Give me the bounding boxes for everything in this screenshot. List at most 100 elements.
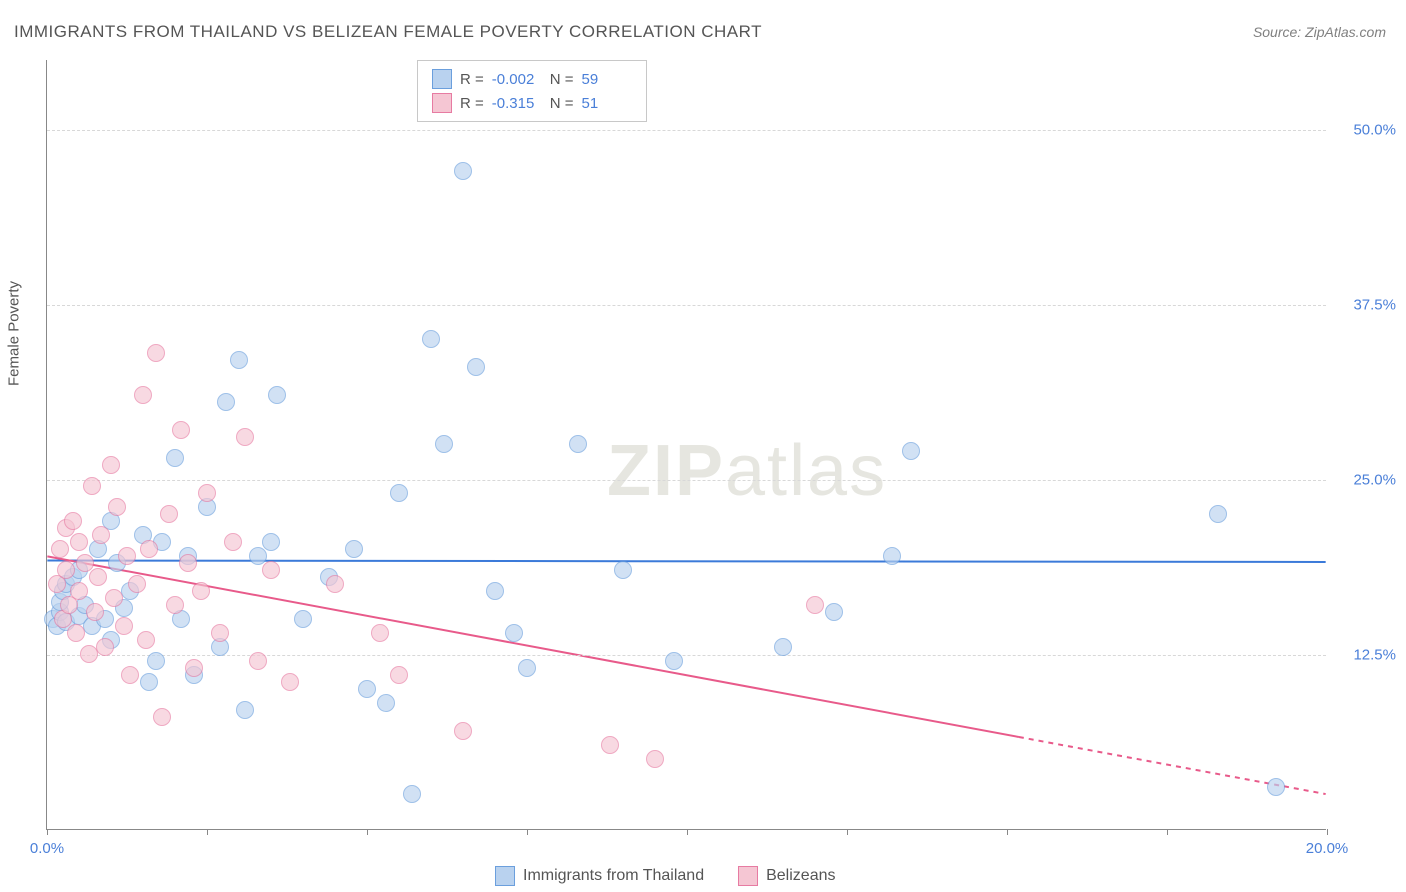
y-tick-label: 37.5%: [1336, 297, 1396, 314]
scatter-marker-belizean: [57, 561, 75, 579]
legend-r-value: -0.315: [492, 95, 542, 112]
y-tick-label: 50.0%: [1336, 122, 1396, 139]
scatter-marker-thailand: [467, 358, 485, 376]
legend-n-label: N =: [550, 95, 574, 112]
scatter-marker-belizean: [211, 624, 229, 642]
scatter-marker-thailand: [518, 659, 536, 677]
scatter-marker-belizean: [326, 575, 344, 593]
scatter-marker-thailand: [390, 484, 408, 502]
scatter-marker-belizean: [262, 561, 280, 579]
plot-area: ZIPatlas R =-0.002N =59R =-0.315N =51 12…: [46, 60, 1326, 830]
scatter-marker-belizean: [371, 624, 389, 642]
scatter-marker-thailand: [345, 540, 363, 558]
scatter-marker-thailand: [358, 680, 376, 698]
x-tick: [367, 829, 368, 835]
legend-item-thailand: Immigrants from Thailand: [495, 866, 704, 886]
x-tick: [687, 829, 688, 835]
scatter-marker-thailand: [422, 330, 440, 348]
scatter-marker-belizean: [806, 596, 824, 614]
scatter-marker-belizean: [134, 386, 152, 404]
scatter-marker-belizean: [249, 652, 267, 670]
y-tick-label: 25.0%: [1336, 472, 1396, 489]
series-legend: Immigrants from Thailand Belizeans: [495, 866, 859, 886]
scatter-marker-belizean: [70, 582, 88, 600]
scatter-marker-belizean: [118, 547, 136, 565]
scatter-marker-belizean: [390, 666, 408, 684]
gridline: [47, 655, 1326, 656]
scatter-marker-thailand: [486, 582, 504, 600]
scatter-marker-belizean: [281, 673, 299, 691]
legend-label: Immigrants from Thailand: [523, 867, 704, 885]
legend-n-value: 51: [582, 95, 632, 112]
x-tick-label: 20.0%: [1306, 840, 1349, 857]
legend-n-label: N =: [550, 71, 574, 88]
watermark-bold: ZIP: [607, 431, 725, 511]
scatter-marker-thailand: [294, 610, 312, 628]
y-axis-label: Female Poverty: [6, 281, 23, 386]
x-tick: [1007, 829, 1008, 835]
legend-n-value: 59: [582, 71, 632, 88]
scatter-marker-belizean: [105, 589, 123, 607]
scatter-marker-belizean: [147, 344, 165, 362]
scatter-marker-thailand: [268, 386, 286, 404]
x-tick: [207, 829, 208, 835]
source-attribution: Source: ZipAtlas.com: [1253, 24, 1386, 40]
scatter-marker-belizean: [89, 568, 107, 586]
gridline: [47, 305, 1326, 306]
scatter-marker-thailand: [665, 652, 683, 670]
watermark-light: atlas: [725, 431, 887, 511]
scatter-marker-thailand: [614, 561, 632, 579]
scatter-marker-thailand: [883, 547, 901, 565]
scatter-marker-thailand: [902, 442, 920, 460]
scatter-marker-belizean: [140, 540, 158, 558]
x-tick: [47, 829, 48, 835]
scatter-marker-belizean: [160, 505, 178, 523]
scatter-marker-belizean: [67, 624, 85, 642]
scatter-marker-thailand: [774, 638, 792, 656]
scatter-marker-belizean: [115, 617, 133, 635]
scatter-marker-thailand: [435, 435, 453, 453]
scatter-marker-belizean: [86, 603, 104, 621]
legend-r-value: -0.002: [492, 71, 542, 88]
scatter-marker-thailand: [140, 673, 158, 691]
legend-swatch-thailand: [432, 69, 452, 89]
scatter-marker-belizean: [108, 498, 126, 516]
legend-swatch-belizean: [738, 866, 758, 886]
scatter-marker-belizean: [51, 540, 69, 558]
gridline: [47, 480, 1326, 481]
x-tick: [847, 829, 848, 835]
scatter-marker-thailand: [1267, 778, 1285, 796]
scatter-marker-belizean: [454, 722, 472, 740]
scatter-marker-belizean: [128, 575, 146, 593]
watermark: ZIPatlas: [607, 430, 887, 512]
scatter-marker-belizean: [172, 421, 190, 439]
scatter-marker-belizean: [236, 428, 254, 446]
scatter-marker-belizean: [102, 456, 120, 474]
scatter-marker-thailand: [230, 351, 248, 369]
y-tick-label: 12.5%: [1336, 647, 1396, 664]
scatter-marker-belizean: [83, 477, 101, 495]
legend-stat-row-belizean: R = -0.315 N = 51: [432, 91, 632, 115]
scatter-marker-belizean: [153, 708, 171, 726]
legend-r-label: R =: [460, 71, 484, 88]
trend-line-thailand: [47, 561, 1325, 562]
scatter-marker-belizean: [137, 631, 155, 649]
scatter-marker-thailand: [569, 435, 587, 453]
chart-title: IMMIGRANTS FROM THAILAND VS BELIZEAN FEM…: [14, 22, 762, 42]
scatter-marker-belizean: [185, 659, 203, 677]
legend-label: Belizeans: [766, 867, 835, 885]
trend-line-belizean: [47, 556, 1019, 737]
scatter-marker-belizean: [64, 512, 82, 530]
scatter-marker-thailand: [147, 652, 165, 670]
gridline: [47, 130, 1326, 131]
scatter-marker-belizean: [601, 736, 619, 754]
legend-r-label: R =: [460, 95, 484, 112]
scatter-marker-belizean: [92, 526, 110, 544]
scatter-marker-thailand: [377, 694, 395, 712]
scatter-marker-thailand: [1209, 505, 1227, 523]
scatter-marker-thailand: [825, 603, 843, 621]
scatter-marker-belizean: [70, 533, 88, 551]
scatter-marker-belizean: [121, 666, 139, 684]
legend-swatch-thailand: [495, 866, 515, 886]
scatter-marker-belizean: [646, 750, 664, 768]
